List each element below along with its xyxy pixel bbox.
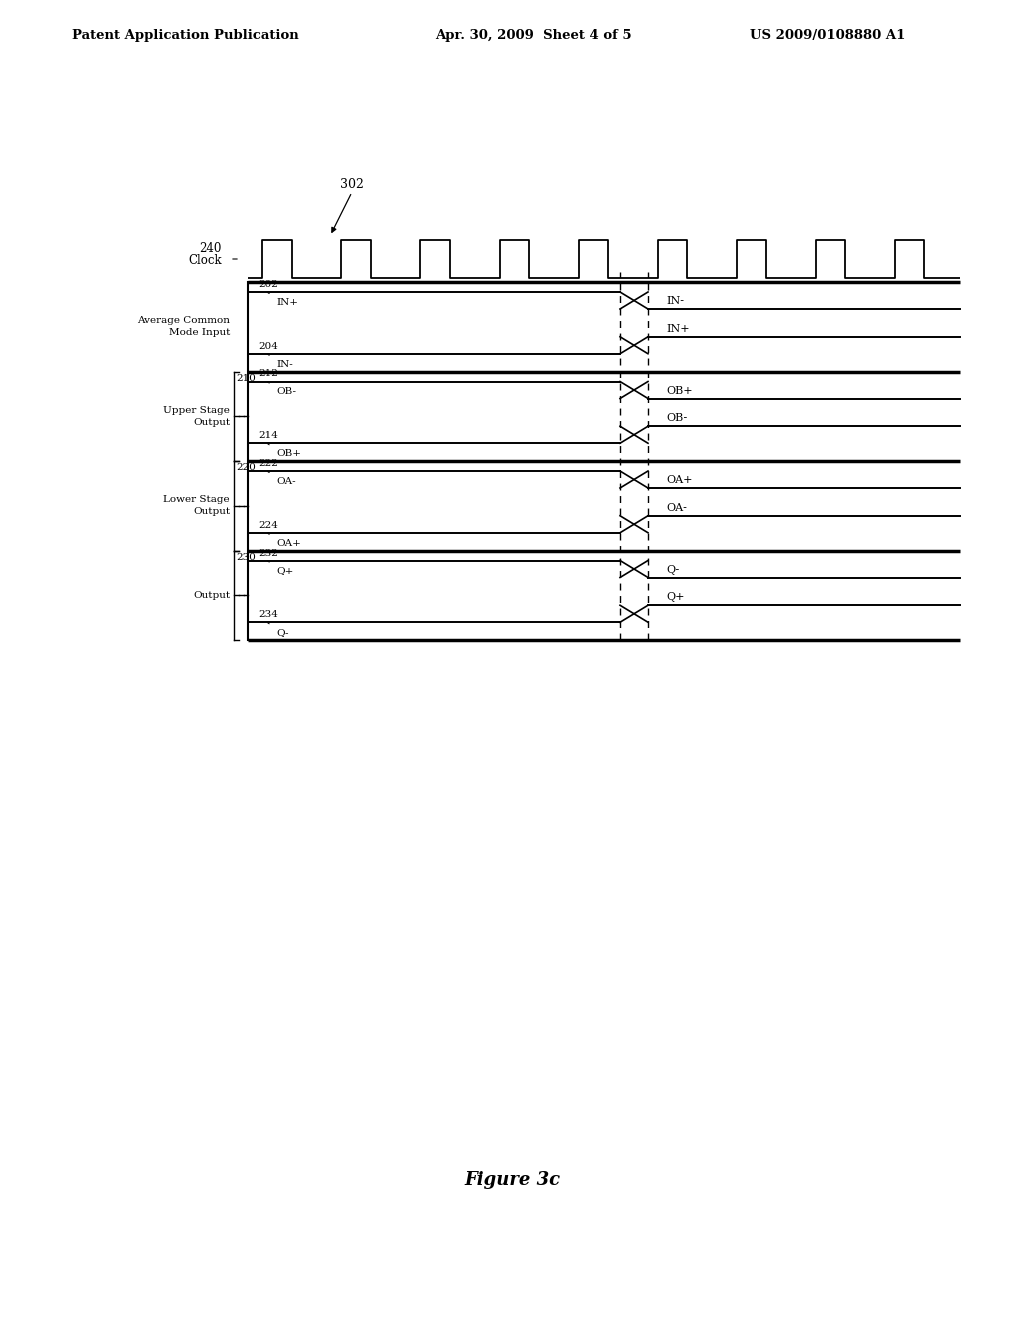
Text: 230: 230	[236, 553, 256, 561]
Text: 222: 222	[258, 459, 278, 469]
Text: Q+: Q+	[666, 593, 684, 602]
Text: Average Common: Average Common	[137, 317, 230, 326]
Text: OB+: OB+	[276, 449, 301, 458]
Text: IN-: IN-	[666, 296, 684, 306]
Text: 234: 234	[258, 610, 278, 619]
Text: OA+: OA+	[666, 475, 692, 484]
Text: 220: 220	[236, 463, 256, 473]
Text: 224: 224	[258, 521, 278, 529]
Text: OB-: OB-	[666, 413, 687, 424]
Text: IN+: IN+	[666, 323, 689, 334]
Text: OB+: OB+	[666, 385, 692, 396]
Text: Upper Stage: Upper Stage	[163, 407, 230, 414]
Text: 214: 214	[258, 432, 278, 441]
Text: OB-: OB-	[276, 388, 296, 396]
Text: Lower Stage: Lower Stage	[164, 495, 230, 504]
Text: IN-: IN-	[276, 360, 293, 368]
Text: US 2009/0108880 A1: US 2009/0108880 A1	[750, 29, 905, 41]
Text: OA-: OA-	[276, 477, 296, 486]
Text: Output: Output	[193, 591, 230, 599]
Text: Q-: Q-	[276, 628, 289, 638]
Text: 302: 302	[340, 178, 364, 191]
Text: 202: 202	[258, 280, 278, 289]
Text: Figure 3c: Figure 3c	[464, 1171, 560, 1189]
Text: 240: 240	[200, 242, 222, 255]
Text: Clock: Clock	[188, 253, 222, 267]
Text: 204: 204	[258, 342, 278, 351]
Text: OA-: OA-	[666, 503, 687, 512]
Text: Apr. 30, 2009  Sheet 4 of 5: Apr. 30, 2009 Sheet 4 of 5	[435, 29, 632, 41]
Text: Mode Input: Mode Input	[169, 329, 230, 338]
Text: OA+: OA+	[276, 539, 301, 548]
Text: Output: Output	[193, 418, 230, 426]
Text: IN+: IN+	[276, 298, 298, 308]
Text: 232: 232	[258, 549, 278, 557]
Text: Q+: Q+	[276, 566, 293, 576]
Text: Output: Output	[193, 507, 230, 516]
Text: Q-: Q-	[666, 565, 679, 574]
Text: 210: 210	[236, 374, 256, 383]
Text: Patent Application Publication: Patent Application Publication	[72, 29, 299, 41]
Text: 212: 212	[258, 370, 278, 379]
